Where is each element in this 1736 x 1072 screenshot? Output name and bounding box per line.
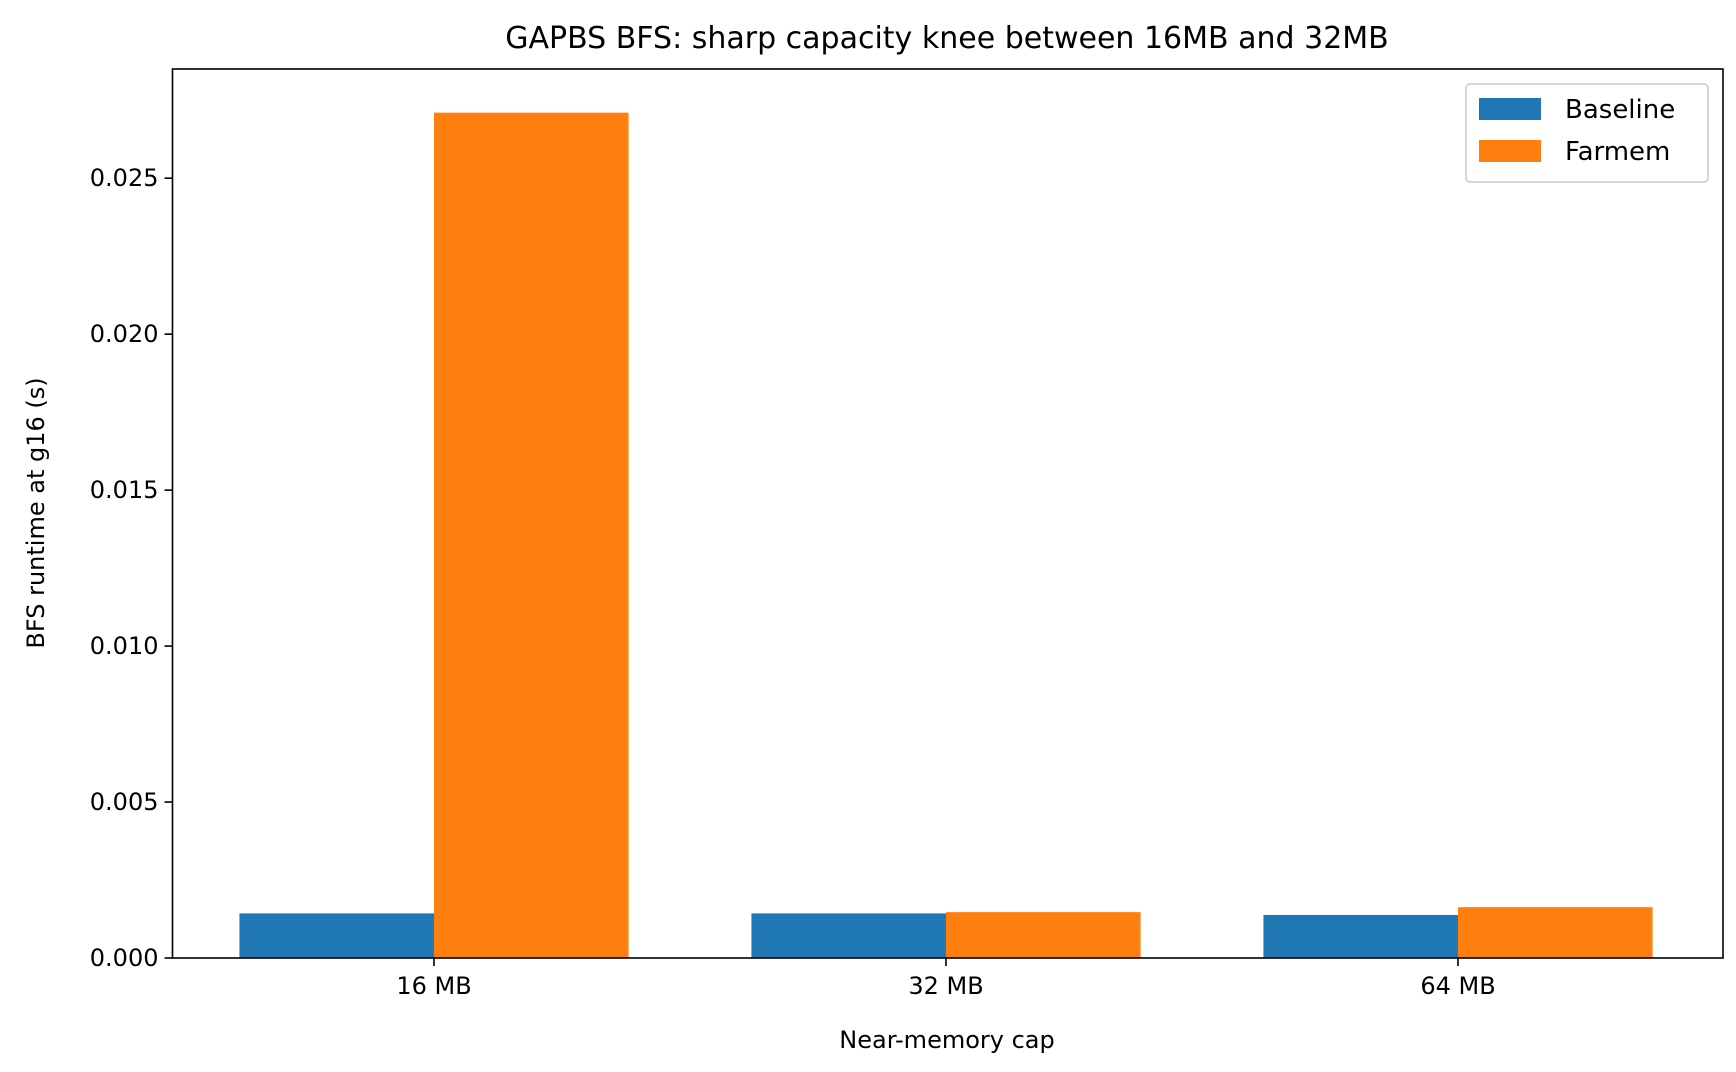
legend-label-farmem: Farmem [1565,137,1670,167]
bar-baseline-32mb [751,913,946,958]
y-tick-label: 0.015 [90,476,159,504]
legend-swatch-farmem [1479,140,1541,162]
bar-baseline-16mb [239,913,434,958]
y-tick-label: 0.000 [90,944,159,972]
y-tick-label: 0.025 [90,164,159,192]
chart-title: GAPBS BFS: sharp capacity knee between 1… [505,21,1389,56]
y-tick-label: 0.005 [90,788,159,816]
x-tick-label: 32 MB [908,972,983,1000]
y-tick-label: 0.020 [90,320,159,348]
x-tick-label: 16 MB [396,972,471,1000]
legend: Baseline Farmem [1465,83,1709,183]
bar-baseline-64mb [1263,914,1458,958]
y-tick-label: 0.010 [90,632,159,660]
legend-label-baseline: Baseline [1565,95,1675,125]
legend-swatch-baseline [1479,98,1541,120]
x-axis-label: Near-memory cap [839,1026,1054,1054]
x-tick-label: 64 MB [1420,972,1495,1000]
y-axis-label: BFS runtime at g16 (s) [22,377,50,648]
bar-farmem-32mb [946,912,1141,958]
bar-farmem-64mb [1458,907,1653,958]
plot-frame [171,68,1724,959]
bar-farmem-16mb [434,112,629,959]
